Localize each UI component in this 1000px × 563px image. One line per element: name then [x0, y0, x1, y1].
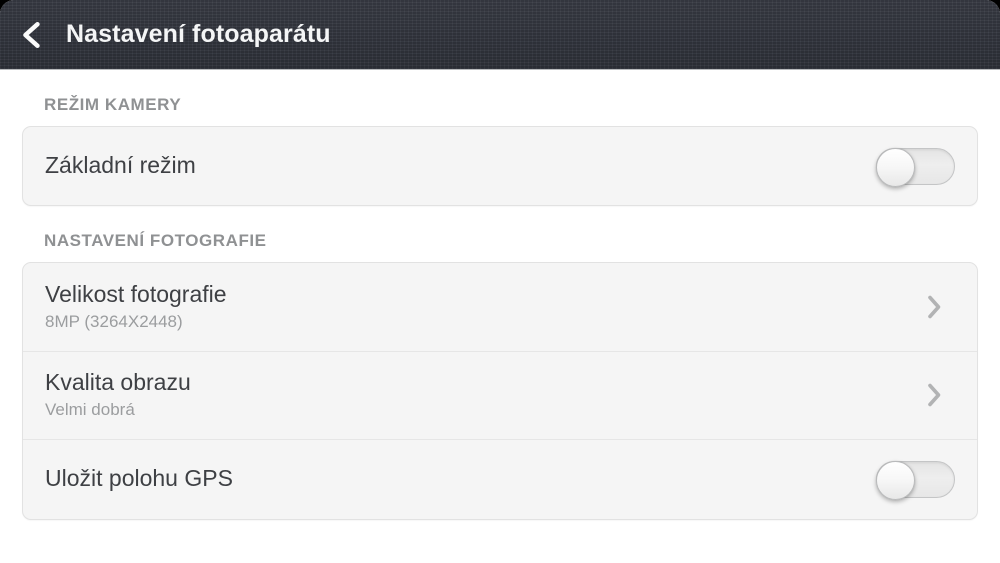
row-subtitle: 8MP (3264X2448) — [45, 312, 183, 332]
setting-row-image-quality[interactable]: Kvalita obrazu Velmi dobrá — [23, 351, 977, 439]
toggle-basic-mode[interactable] — [876, 147, 955, 187]
toggle-gps-location[interactable] — [876, 460, 955, 500]
section-header-camera-mode: REŽIM KAMERY — [44, 95, 182, 114]
row-accessory — [921, 292, 955, 322]
row-title: Uložit polohu GPS — [45, 465, 233, 492]
setting-row-gps-location[interactable]: Uložit polohu GPS — [23, 439, 977, 519]
section-header-photo-settings: NASTAVENÍ FOTOGRAFIE — [44, 231, 267, 250]
row-text: Základní režim — [45, 152, 862, 179]
setting-row-basic-mode[interactable]: Základní režim — [23, 127, 977, 205]
row-accessory — [921, 380, 955, 410]
chevron-right-icon[interactable] — [921, 380, 947, 410]
back-button[interactable] — [0, 0, 62, 70]
row-subtitle: Velmi dobrá — [45, 400, 135, 420]
chevron-right-icon[interactable] — [921, 292, 947, 322]
row-title: Velikost fotografie — [45, 281, 227, 308]
row-text: Uložit polohu GPS — [45, 465, 862, 492]
settings-list: REŽIM KAMERY Základní režim NASTAVENÍ FO… — [0, 70, 1000, 563]
titlebar: Nastavení fotoaparátu — [0, 0, 1000, 70]
page-title: Nastavení fotoaparátu — [66, 20, 331, 48]
card-photo-settings: Velikost fotografie 8MP (3264X2448) Kval… — [22, 262, 978, 520]
setting-row-photo-size[interactable]: Velikost fotografie 8MP (3264X2448) — [23, 263, 977, 351]
toggle-knob — [876, 460, 915, 500]
card-camera-mode: Základní režim — [22, 126, 978, 206]
row-text: Velikost fotografie 8MP (3264X2448) — [45, 281, 907, 333]
row-title: Základní režim — [45, 152, 196, 179]
row-title: Kvalita obrazu — [45, 369, 191, 396]
row-accessory — [876, 460, 955, 500]
row-accessory — [876, 147, 955, 187]
chevron-left-icon — [18, 20, 44, 50]
toggle-knob — [876, 147, 915, 187]
row-text: Kvalita obrazu Velmi dobrá — [45, 369, 907, 421]
